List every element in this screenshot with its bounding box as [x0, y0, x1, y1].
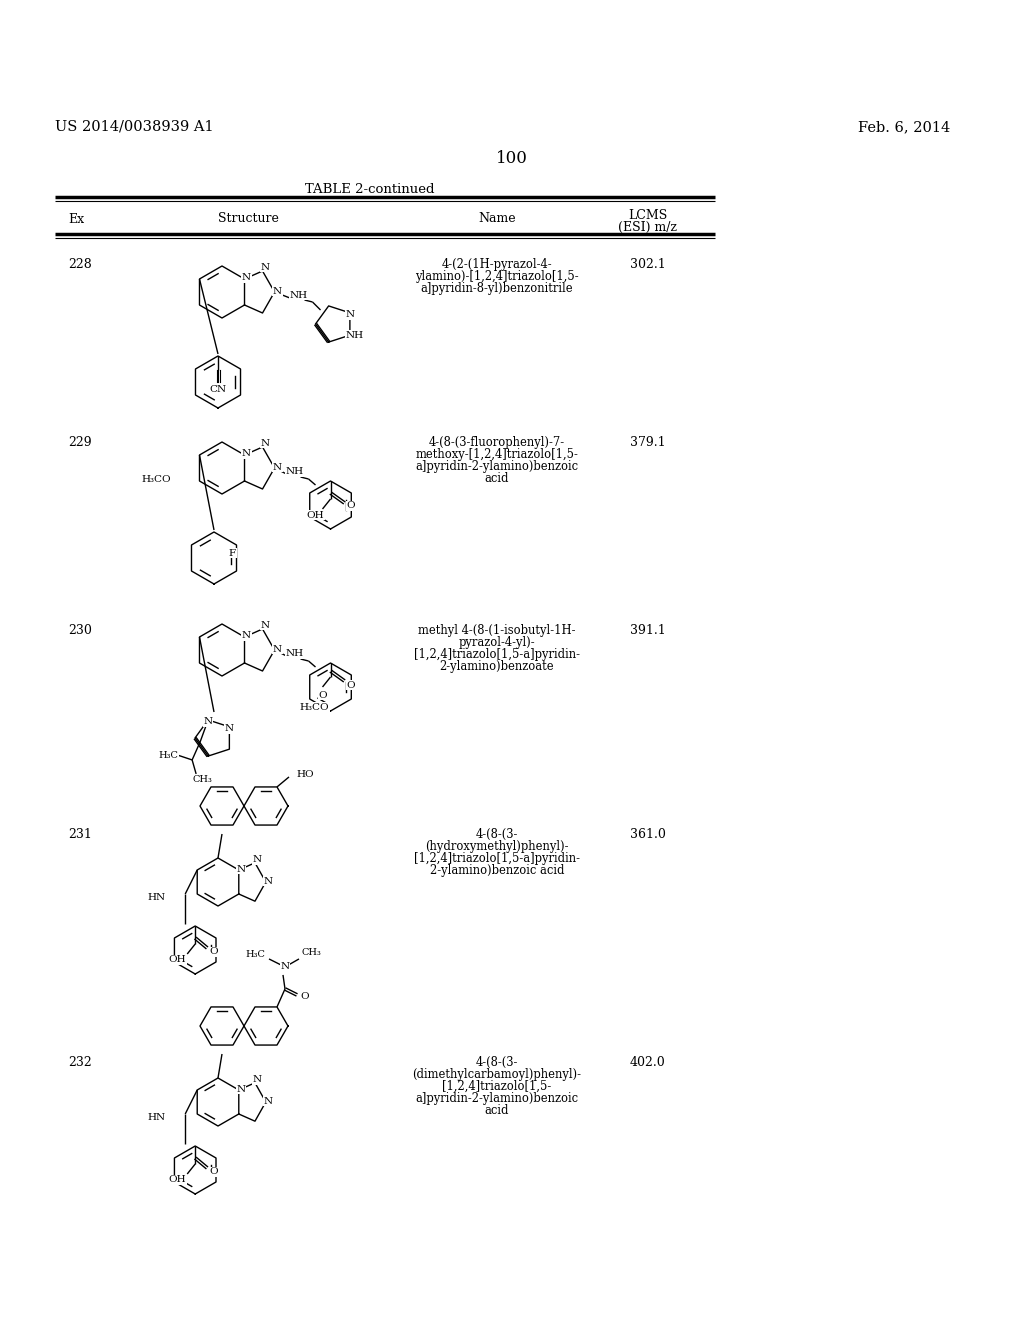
- Text: Name: Name: [478, 213, 516, 224]
- Text: NH: NH: [286, 467, 303, 477]
- Text: N: N: [345, 310, 354, 319]
- Text: Feb. 6, 2014: Feb. 6, 2014: [858, 120, 950, 135]
- Text: 361.0: 361.0: [630, 828, 666, 841]
- Text: N: N: [242, 631, 251, 640]
- Text: (ESI) m/z: (ESI) m/z: [618, 220, 678, 234]
- Text: methoxy-[1,2,4]triazolo[1,5-: methoxy-[1,2,4]triazolo[1,5-: [416, 447, 579, 461]
- Text: N: N: [261, 263, 270, 272]
- Text: NH: NH: [346, 331, 364, 339]
- Text: O: O: [209, 1167, 217, 1176]
- Text: [1,2,4]triazolo[1,5-a]pyridin-: [1,2,4]triazolo[1,5-a]pyridin-: [414, 648, 580, 661]
- Text: OH: OH: [168, 956, 186, 965]
- Text: HN: HN: [147, 1114, 165, 1122]
- Text: OH: OH: [168, 1176, 186, 1184]
- Text: acid: acid: [484, 473, 509, 484]
- Text: CH₃: CH₃: [193, 775, 212, 784]
- Text: F: F: [229, 549, 237, 557]
- Text: [1,2,4]triazolo[1,5-a]pyridin-: [1,2,4]triazolo[1,5-a]pyridin-: [414, 851, 580, 865]
- Text: 302.1: 302.1: [630, 257, 666, 271]
- Text: HN: HN: [147, 894, 165, 903]
- Text: HO: HO: [296, 771, 313, 779]
- Text: (hydroxymethyl)phenyl)-: (hydroxymethyl)phenyl)-: [425, 840, 568, 853]
- Text: acid: acid: [484, 1104, 509, 1117]
- Text: Structure: Structure: [217, 213, 279, 224]
- Text: 4-(8-(3-: 4-(8-(3-: [476, 828, 518, 841]
- Text: H₃C: H₃C: [245, 950, 265, 960]
- Text: 230: 230: [68, 624, 92, 638]
- Text: US 2014/0038939 A1: US 2014/0038939 A1: [55, 120, 214, 135]
- Text: N: N: [273, 462, 282, 471]
- Text: O: O: [346, 681, 355, 689]
- Text: N: N: [204, 718, 213, 726]
- Text: N: N: [225, 725, 233, 734]
- Text: N: N: [242, 273, 251, 282]
- Text: CN: CN: [210, 384, 226, 393]
- Text: H₃CO: H₃CO: [142, 474, 171, 483]
- Text: N: N: [253, 1076, 261, 1084]
- Text: pyrazol-4-yl)-: pyrazol-4-yl)-: [459, 636, 536, 649]
- Text: N: N: [242, 450, 251, 458]
- Text: N: N: [273, 644, 282, 653]
- Text: 2-ylamino)benzoic acid: 2-ylamino)benzoic acid: [430, 865, 564, 876]
- Text: 4-(8-(3-fluorophenyl)-7-: 4-(8-(3-fluorophenyl)-7-: [429, 436, 565, 449]
- Text: [1,2,4]triazolo[1,5-: [1,2,4]triazolo[1,5-: [442, 1080, 552, 1093]
- Text: 4-(2-(1H-pyrazol-4-: 4-(2-(1H-pyrazol-4-: [441, 257, 552, 271]
- Text: O: O: [301, 993, 309, 1002]
- Text: N: N: [263, 876, 272, 886]
- Text: TABLE 2-continued: TABLE 2-continued: [305, 183, 435, 195]
- Text: N: N: [281, 962, 290, 972]
- Text: 100: 100: [496, 150, 528, 168]
- Text: (dimethylcarbamoyl)phenyl)-: (dimethylcarbamoyl)phenyl)-: [413, 1068, 582, 1081]
- Text: a]pyridin-2-ylamino)benzoic: a]pyridin-2-ylamino)benzoic: [416, 1092, 579, 1105]
- Text: O: O: [318, 690, 327, 700]
- Text: 229: 229: [68, 436, 91, 449]
- Text: N: N: [237, 1085, 246, 1093]
- Text: methyl 4-(8-(1-isobutyl-1H-: methyl 4-(8-(1-isobutyl-1H-: [418, 624, 575, 638]
- Text: OH: OH: [307, 511, 325, 520]
- Text: 228: 228: [68, 257, 92, 271]
- Text: 4-(8-(3-: 4-(8-(3-: [476, 1056, 518, 1069]
- Text: a]pyridin-2-ylamino)benzoic: a]pyridin-2-ylamino)benzoic: [416, 459, 579, 473]
- Text: O: O: [346, 502, 355, 511]
- Text: 231: 231: [68, 828, 92, 841]
- Text: 402.0: 402.0: [630, 1056, 666, 1069]
- Text: N: N: [261, 438, 270, 447]
- Text: 391.1: 391.1: [630, 624, 666, 638]
- Text: a]pyridin-8-yl)benzonitrile: a]pyridin-8-yl)benzonitrile: [421, 282, 573, 294]
- Text: NH: NH: [290, 290, 307, 300]
- Text: O: O: [209, 948, 217, 957]
- Text: H₃C: H₃C: [158, 751, 178, 760]
- Text: 379.1: 379.1: [630, 436, 666, 449]
- Text: 232: 232: [68, 1056, 92, 1069]
- Text: Ex: Ex: [68, 213, 84, 226]
- Text: H₃CO: H₃CO: [300, 702, 330, 711]
- Text: 2-ylamino)benzoate: 2-ylamino)benzoate: [439, 660, 554, 673]
- Text: N: N: [273, 286, 282, 296]
- Text: N: N: [263, 1097, 272, 1106]
- Text: NH: NH: [286, 649, 303, 659]
- Text: N: N: [237, 865, 246, 874]
- Text: LCMS: LCMS: [629, 209, 668, 222]
- Text: ylamino)-[1,2,4]triazolo[1,5-: ylamino)-[1,2,4]triazolo[1,5-: [415, 271, 579, 282]
- Text: N: N: [253, 855, 261, 865]
- Text: N: N: [261, 620, 270, 630]
- Text: CH₃: CH₃: [301, 949, 321, 957]
